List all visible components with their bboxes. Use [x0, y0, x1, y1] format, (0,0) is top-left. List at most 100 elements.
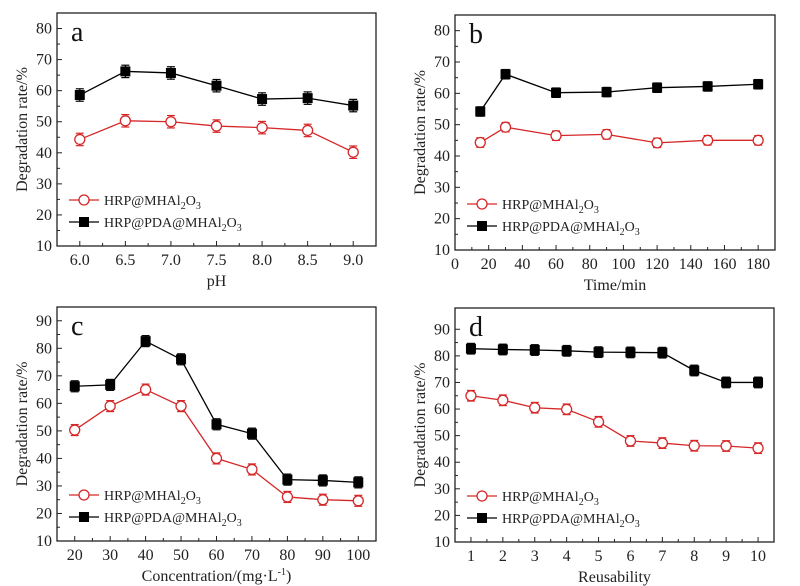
x-tick-label: 90 [315, 547, 331, 564]
x-tick-label: 7 [658, 548, 666, 565]
x-tick-label: 8 [690, 548, 698, 565]
y-tick-label: 50 [434, 428, 450, 445]
data-point [301, 124, 314, 137]
series-hrp-pda-mhal2o3 [74, 64, 359, 113]
x-tick-label: 5 [595, 548, 603, 565]
data-point [257, 94, 268, 105]
legend-label-part: HRP@PDA@MHAl [502, 512, 620, 527]
series-hrp-pda-mhal2o3 [69, 335, 364, 489]
x-tick-label: 3 [531, 548, 539, 565]
x-tick-label: 80 [582, 256, 598, 273]
data-point [550, 129, 562, 142]
legend-label-part: O [227, 216, 237, 231]
x-tick-label: 6 [626, 548, 634, 565]
legend-label-part: 2 [579, 205, 584, 216]
legend-marker [78, 489, 90, 501]
y-tick-label: 40 [36, 145, 52, 162]
data-point [246, 463, 258, 476]
data-point [753, 377, 764, 388]
data-point [600, 128, 613, 141]
y-tick-label: 40 [36, 450, 52, 467]
data-point [561, 403, 573, 415]
legend-marker [79, 512, 89, 522]
data-point [246, 428, 257, 439]
legend-label-part: 2 [620, 227, 625, 238]
y-tick-label: 60 [36, 83, 52, 100]
legend-label-part: HRP@MHAl [104, 194, 181, 209]
x-axis-title-sup: -1 [278, 567, 286, 578]
panel-b: 10 20 30 40 50 60 70 80 0 20 40 60 80 100 120 140 160 180… [412, 14, 776, 294]
legend-marker [78, 194, 90, 206]
data-point [652, 82, 663, 93]
legend-label-part: 3 [635, 519, 640, 530]
x-tick-label: 100 [346, 547, 370, 564]
legend-label-part: HRP@PDA@MHAl [104, 216, 222, 231]
x-tick-label: 9.0 [343, 252, 363, 269]
series-line [470, 395, 759, 449]
legend-label: HRP@MHAl2O3 [104, 489, 201, 507]
y-tick-label: 30 [36, 478, 52, 495]
x-tick-label: 50 [173, 547, 189, 564]
data-point [499, 121, 512, 133]
data-point [352, 495, 364, 507]
panel-label: b [469, 19, 483, 50]
legend-marker [476, 490, 488, 502]
legend-marker [477, 513, 487, 523]
data-point [651, 137, 663, 149]
legend-label-part: 3 [237, 518, 242, 529]
x-tick-label: 140 [679, 256, 703, 273]
series-line [74, 388, 359, 502]
x-tick-label: 0 [451, 256, 459, 273]
data-point [752, 134, 764, 146]
y-tick-label: 90 [36, 313, 52, 330]
x-tick-label: 8.0 [252, 252, 272, 269]
legend-marker [476, 198, 488, 210]
data-point [657, 347, 668, 358]
y-tick-label: 20 [434, 507, 450, 524]
data-point [624, 435, 637, 447]
x-tick-label: 120 [645, 256, 669, 273]
data-point [465, 390, 477, 402]
x-tick-label: 10 [750, 548, 766, 565]
x-tick-label: 80 [279, 547, 295, 564]
x-axis-title: Time/min [584, 277, 647, 294]
data-point [625, 347, 636, 358]
panel-label: c [71, 311, 83, 342]
data-point [721, 377, 732, 388]
x-tick-label: 7.0 [161, 252, 181, 269]
legend-label: HRP@PDA@MHAl2O3 [104, 216, 242, 234]
y-tick-label: 10 [434, 534, 450, 551]
y-tick-label: 70 [434, 54, 450, 71]
data-point [176, 354, 187, 365]
data-point [139, 383, 152, 396]
legend-label: HRP@PDA@MHAl2O3 [104, 511, 242, 529]
y-tick-label: 50 [434, 117, 450, 134]
legend-label-part: 3 [594, 205, 599, 216]
y-tick-label: 20 [36, 505, 52, 522]
y-tick-label: 80 [434, 348, 450, 365]
data-point [529, 402, 541, 414]
legend-label-part: 2 [620, 519, 625, 530]
y-axis-title: Degradation rate/% [14, 67, 31, 192]
x-tick-label: 4 [563, 548, 571, 565]
x-axis-title: pH [207, 273, 227, 290]
y-tick-label: 60 [434, 85, 450, 102]
legend-marker [79, 217, 89, 227]
legend-label-part: HRP@MHAl [104, 489, 181, 504]
data-point [752, 442, 764, 454]
data-point [211, 419, 222, 430]
x-tick-label: 6.5 [115, 252, 135, 269]
legend-label: HRP@MHAl2O3 [502, 198, 599, 216]
y-tick-label: 40 [434, 148, 450, 165]
legend-label: HRP@MHAl2O3 [502, 490, 599, 508]
series-line [479, 126, 759, 144]
data-point [701, 134, 714, 146]
data-point [720, 440, 732, 452]
series-hrp-mhal2o3 [465, 389, 764, 455]
x-tick-label: 30 [102, 547, 118, 564]
x-tick-label: 180 [746, 256, 770, 273]
data-point [353, 477, 364, 488]
